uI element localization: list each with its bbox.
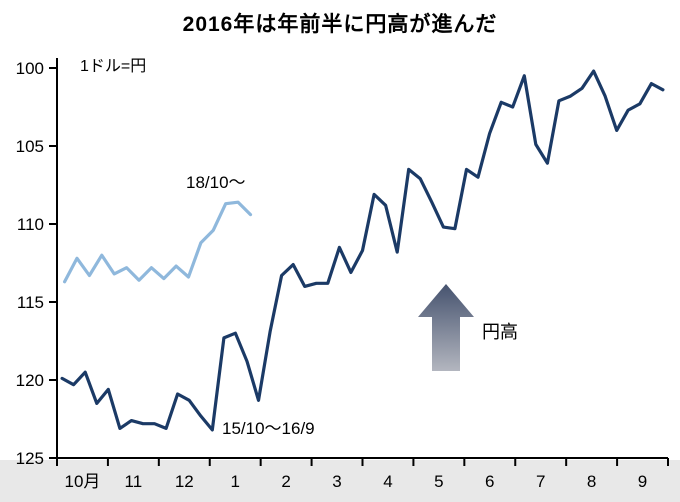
axes xyxy=(56,58,668,459)
svg-text:105: 105 xyxy=(16,137,44,156)
x-axis-band xyxy=(0,460,680,502)
up-arrow-icon xyxy=(418,284,474,371)
series-line-18-10- xyxy=(62,200,253,284)
svg-text:7: 7 xyxy=(536,472,545,491)
svg-text:125: 125 xyxy=(16,449,44,468)
series-label-2018: 18/10～ xyxy=(186,173,246,192)
svg-text:11: 11 xyxy=(125,472,143,491)
svg-text:1: 1 xyxy=(230,472,239,491)
svg-text:10月: 10月 xyxy=(64,472,100,491)
svg-text:5: 5 xyxy=(434,472,443,491)
svg-text:4: 4 xyxy=(383,472,392,491)
yen-appreciation-arrow-label: 円高 xyxy=(482,322,518,342)
svg-text:8: 8 xyxy=(587,472,596,491)
chart-title: 2016年は年前半に円高が進んだ xyxy=(182,13,498,36)
svg-text:115: 115 xyxy=(17,293,44,312)
y-axis-unit-label: 1ドル=円 xyxy=(80,58,147,75)
series-label-2015-2016: 15/10～16/9 xyxy=(222,419,315,438)
svg-text:12: 12 xyxy=(175,472,194,491)
svg-text:120: 120 xyxy=(16,371,44,390)
svg-text:110: 110 xyxy=(17,215,44,234)
svg-text:6: 6 xyxy=(485,472,494,491)
svg-text:3: 3 xyxy=(332,472,341,491)
svg-text:100: 100 xyxy=(16,59,44,78)
x-axis-ticks: 10月 11 12 1 2 3 4 5 6 7 8 9 xyxy=(56,458,669,491)
y-axis-ticks: 100 105 110 115 120 125 xyxy=(16,59,57,468)
series-line-15-10-16-9 xyxy=(60,69,665,432)
svg-text:9: 9 xyxy=(638,472,647,491)
svg-text:2: 2 xyxy=(281,472,290,491)
